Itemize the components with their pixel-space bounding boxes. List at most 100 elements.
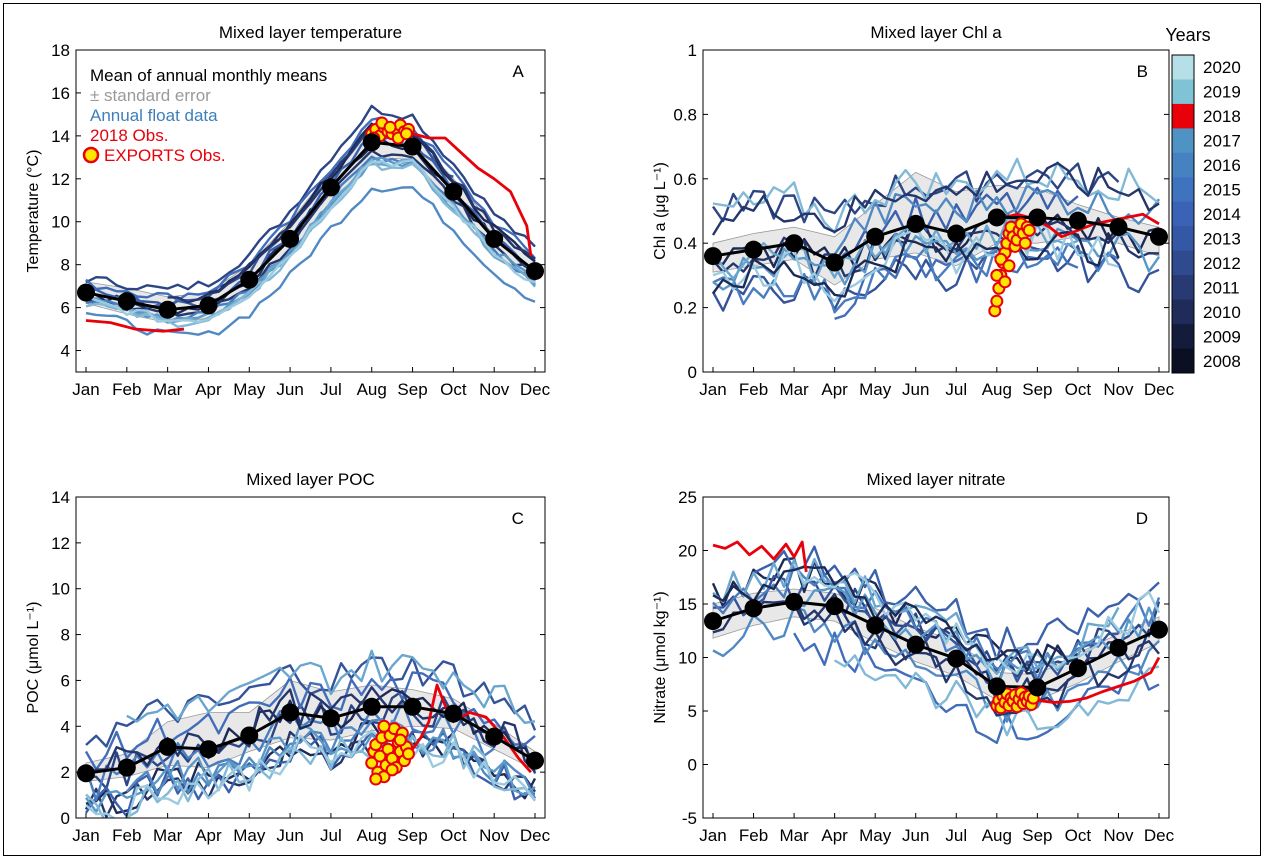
exports-obs-point xyxy=(998,275,1012,289)
x-tick-label: Dec xyxy=(520,826,551,845)
y-tick-label: 16 xyxy=(51,84,70,103)
y-tick-label: 10 xyxy=(51,580,70,599)
colorbar-cell xyxy=(1172,299,1194,325)
mean-point xyxy=(240,726,259,745)
legend-entry: EXPORTS Obs. xyxy=(104,146,226,165)
mean-point xyxy=(744,240,763,259)
x-tick-label: Nov xyxy=(1103,826,1134,845)
mean-point xyxy=(785,592,804,611)
x-tick-label: Nov xyxy=(479,826,510,845)
colorbar-year-label: 2012 xyxy=(1203,254,1241,273)
mean-point xyxy=(403,137,422,156)
x-tick-label: Apr xyxy=(821,826,848,845)
x-tick-label: Aug xyxy=(982,380,1012,399)
colorbar-year-label: 2020 xyxy=(1203,58,1241,77)
plot-area xyxy=(704,540,1168,745)
figure-border xyxy=(3,3,1261,856)
x-tick-label: Feb xyxy=(112,380,141,399)
x-tick-label: Jul xyxy=(320,380,342,399)
colorbar-cell xyxy=(1172,226,1194,252)
mean-point xyxy=(906,214,925,233)
mean-point xyxy=(1028,208,1047,227)
colorbar-year-label: 2017 xyxy=(1203,132,1241,151)
plot-area xyxy=(77,649,544,818)
colorbar-cell xyxy=(1172,348,1194,374)
x-tick-label: Dec xyxy=(1144,826,1175,845)
mean-point xyxy=(526,262,544,281)
mean-point xyxy=(947,224,966,243)
colorbar-title: Years xyxy=(1165,25,1210,45)
mean-point xyxy=(321,709,340,728)
mean-point xyxy=(825,253,844,272)
y-tick-label: 0.4 xyxy=(673,234,697,253)
y-tick-label: 15 xyxy=(678,595,697,614)
exports-obs-point xyxy=(385,763,399,777)
x-tick-label: Sep xyxy=(397,380,427,399)
year-colorbar: Years 2020 2019 2018 2017 2016 2015 2014 2013 20… xyxy=(1165,25,1241,374)
mean-point xyxy=(987,677,1006,696)
x-tick-label: Nov xyxy=(479,380,510,399)
mean-point xyxy=(444,182,463,201)
annual-float-trace xyxy=(833,183,1160,256)
y-tick-label: 8 xyxy=(61,256,70,275)
colorbar-cell xyxy=(1172,152,1194,178)
x-tick-label: May xyxy=(233,826,266,845)
legend-entry: Annual float data xyxy=(90,106,218,125)
colorbar-cell xyxy=(1172,55,1194,80)
colorbar-year-label: 2010 xyxy=(1203,303,1241,322)
x-tick-label: Dec xyxy=(520,380,551,399)
obs-2018-line xyxy=(996,212,1160,239)
mean-point xyxy=(444,704,463,723)
mean-point xyxy=(485,727,504,746)
y-tick-label: 0.2 xyxy=(673,299,697,318)
y-tick-label: 10 xyxy=(51,213,70,232)
mean-point xyxy=(1109,218,1128,237)
x-tick-label: Apr xyxy=(195,826,222,845)
mean-point xyxy=(117,758,136,777)
exports-obs-point xyxy=(377,719,391,733)
x-tick-label: Jun xyxy=(276,826,303,845)
colorbar-year-label: 2019 xyxy=(1203,83,1241,102)
annual-float-trace xyxy=(85,730,536,818)
mean-point xyxy=(526,751,544,770)
panel-b: 0 0.2 0.4 0.6 0.8 1 Jan Feb Mar Apr May Jun Jul Aug Se… xyxy=(652,23,1175,399)
x-tick-label: Jun xyxy=(902,826,929,845)
annual-float-trace xyxy=(793,597,1160,717)
colorbar-cell xyxy=(1172,201,1194,227)
mean-point xyxy=(77,283,95,302)
mean-point xyxy=(281,229,300,248)
y-axis-label: Chl a (μg L⁻¹) xyxy=(652,162,669,260)
y-tick-label: 4 xyxy=(61,342,70,361)
colorbar-year-label: 2008 xyxy=(1203,352,1241,371)
exports-obs-point xyxy=(373,749,387,763)
annual-float-trace xyxy=(712,157,1160,234)
y-tick-label: 6 xyxy=(61,671,70,690)
x-tick-label: Jun xyxy=(902,380,929,399)
exports-obs-point xyxy=(990,294,1004,308)
mean-point xyxy=(947,649,966,668)
colorbar-cell xyxy=(1172,103,1194,129)
x-tick-label: Mar xyxy=(779,826,809,845)
exports-obs-point xyxy=(990,268,1004,282)
legend-entry: Mean of annual monthly means xyxy=(90,66,327,85)
y-tick-label: 10 xyxy=(678,649,697,668)
colorbar-year-label: 2018 xyxy=(1203,107,1241,126)
y-tick-label: 20 xyxy=(678,542,697,561)
annual-float-trace xyxy=(712,239,1120,314)
mean-point xyxy=(1109,638,1128,657)
panel-d: -5 0 5 10 15 20 25 Jan Feb Mar Apr May Jun Jul Aug Sep O… xyxy=(652,470,1175,845)
y-axis-label: Nitrate (μmol kg⁻¹) xyxy=(652,591,669,723)
x-tick-label: Mar xyxy=(153,380,183,399)
legend-entry: ± standard error xyxy=(90,86,211,105)
y-tick-label: 0 xyxy=(688,363,697,382)
y-tick-label: 4 xyxy=(61,717,70,736)
x-tick-label: May xyxy=(859,826,892,845)
annual-float-trace xyxy=(126,649,536,724)
x-tick-label: Jan xyxy=(699,826,726,845)
x-tick-label: Jul xyxy=(945,826,967,845)
colorbar-cell xyxy=(1172,275,1194,301)
y-tick-label: -5 xyxy=(682,809,697,828)
annual-float-trace xyxy=(752,545,1160,661)
mean-point xyxy=(403,697,422,716)
